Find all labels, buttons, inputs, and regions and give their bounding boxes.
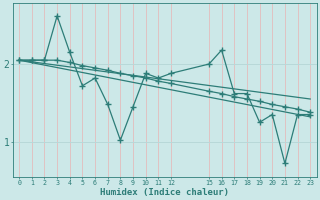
X-axis label: Humidex (Indice chaleur): Humidex (Indice chaleur) — [100, 188, 229, 197]
